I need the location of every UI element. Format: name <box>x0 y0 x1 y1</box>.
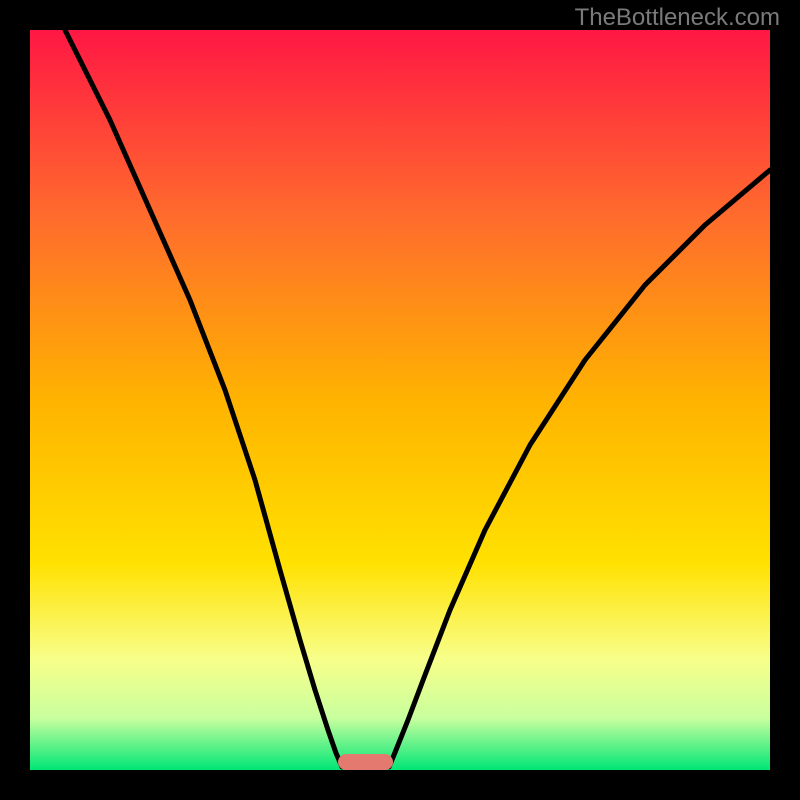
curves-svg <box>30 30 770 770</box>
minimum-marker-bar <box>338 754 393 770</box>
curve-left <box>65 30 342 767</box>
chart-frame: TheBottleneck.com <box>0 0 800 800</box>
watermark-text: TheBottleneck.com <box>575 4 780 32</box>
plot-area <box>30 30 770 770</box>
curve-right <box>389 170 770 767</box>
